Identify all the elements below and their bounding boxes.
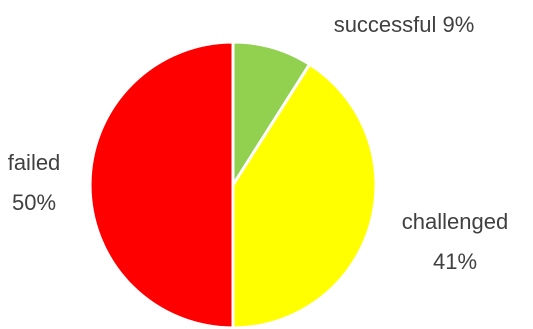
data-label-category: failed xyxy=(8,150,61,175)
data-label-percent: 50% xyxy=(12,190,56,215)
data-label-failed: failed 50% xyxy=(8,150,61,215)
pie-slice-failed xyxy=(88,40,235,329)
pie-slice-successful xyxy=(231,40,312,187)
data-label-category: challenged xyxy=(402,209,508,234)
pie-slices xyxy=(88,40,378,329)
pie-data-labels: successful 9% challenged 41% failed 50% xyxy=(8,12,509,274)
data-label-challenged: challenged 41% xyxy=(402,209,508,274)
data-label-percent: 41% xyxy=(433,249,477,274)
data-label-successful: successful 9% xyxy=(334,12,475,37)
pie-slice-challenged xyxy=(231,62,378,329)
